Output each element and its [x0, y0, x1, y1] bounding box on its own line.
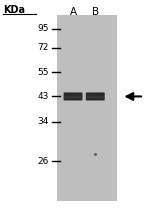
Text: B: B — [92, 7, 99, 17]
FancyBboxPatch shape — [64, 92, 83, 100]
Text: A: A — [70, 7, 77, 17]
Text: 95: 95 — [37, 24, 49, 33]
FancyBboxPatch shape — [87, 96, 104, 98]
Text: 26: 26 — [37, 157, 49, 166]
Text: 72: 72 — [37, 43, 49, 52]
Text: 34: 34 — [37, 117, 49, 126]
Text: KDa: KDa — [3, 5, 25, 15]
Text: 55: 55 — [37, 68, 49, 77]
FancyBboxPatch shape — [65, 96, 81, 98]
FancyBboxPatch shape — [86, 92, 105, 100]
Text: 43: 43 — [37, 92, 49, 101]
Bar — [57, 15, 117, 201]
